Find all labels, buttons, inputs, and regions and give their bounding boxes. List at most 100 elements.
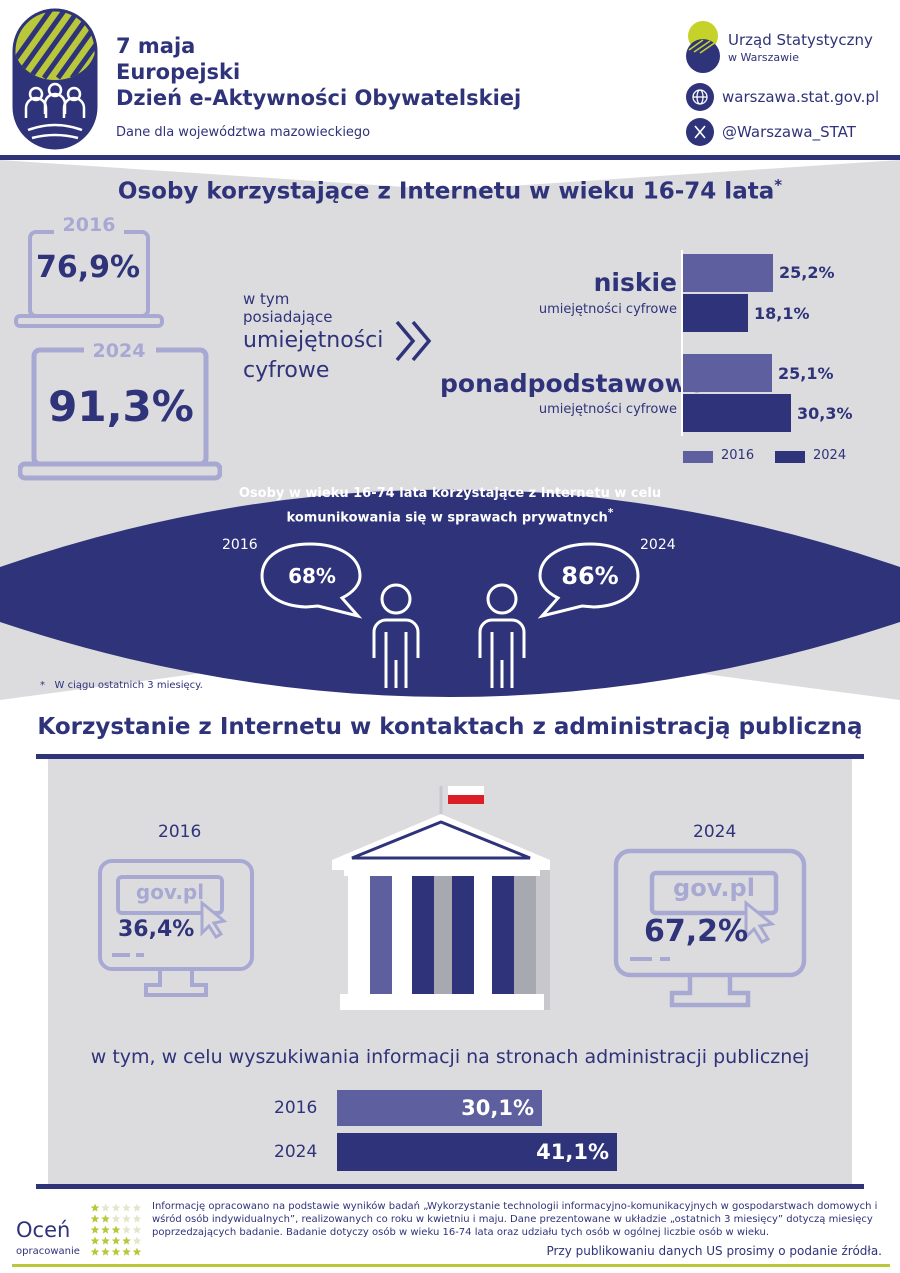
rating-star-icon	[101, 1247, 110, 1256]
rating-star-icon	[90, 1203, 100, 1212]
footer-info: Informację opracowano na podstawie wynik…	[152, 1201, 878, 1238]
legend-2016-swatch	[683, 451, 713, 463]
section1-title-text: Osoby korzystające z Internetu w wieku 1…	[117, 178, 775, 205]
admin-bar-label-2016: 30,1%	[461, 1096, 534, 1120]
comm-value-2024: 86%	[561, 562, 619, 590]
rate-widget[interactable]: Oceń opracowanie	[12, 1200, 142, 1264]
person-left-icon	[372, 583, 420, 688]
gov-label-2024: gov.pl	[673, 874, 755, 902]
comm-title-line2: komunikowania się w sprawach prywatnych*	[0, 506, 900, 525]
laptop-2016-year: 2016	[62, 214, 116, 236]
rating-star-icon	[122, 1247, 131, 1256]
communication-banner	[0, 489, 900, 697]
rating-star-icon	[111, 1203, 121, 1212]
laptop-2024-value: 91,3%	[48, 382, 194, 431]
laptop-2024-icon	[18, 338, 222, 481]
header-title-line1: Europejski	[116, 60, 241, 84]
comm-title-mark: *	[607, 506, 614, 519]
admin-bar-2024	[337, 1133, 617, 1171]
section1-title-mark: *	[774, 176, 783, 194]
laptop-2016-value: 76,9%	[35, 250, 141, 285]
rating-star-icon	[122, 1203, 131, 1212]
header-title-line2: Dzień e-Aktywności Obywatelskiej	[116, 86, 522, 110]
rating-star-icon	[101, 1225, 110, 1234]
speech-bubble-left-icon	[260, 542, 363, 619]
rating-stars-icon	[90, 1203, 142, 1256]
government-building-icon	[332, 786, 550, 1010]
bar-2024-cat1	[683, 294, 748, 332]
header-divider	[0, 155, 900, 160]
rating-star-icon	[90, 1247, 100, 1256]
rating-star-icon	[111, 1225, 121, 1234]
org-name: Urząd Statystyczny	[728, 31, 873, 49]
section2-year-2016: 2016	[158, 822, 202, 842]
legend-2024-label: 2024	[813, 448, 847, 463]
cat1-sub: umiejętności cyfrowe	[538, 302, 677, 317]
statistics-office-logo-icon	[686, 21, 720, 73]
section2-top-line	[36, 754, 864, 759]
comm-year-2024: 2024	[640, 537, 676, 553]
cat1-label: niskie	[593, 268, 677, 297]
x-logo-icon	[686, 118, 714, 146]
header: 7 maja Europejski Dzień e-Aktywności Oby…	[0, 0, 900, 158]
admin-bar-year-2024: 2024	[274, 1142, 318, 1162]
rating-star-icon	[101, 1203, 110, 1212]
umiejetnosci-text: umiejętności	[243, 328, 384, 353]
comm-title-line1: Osoby w wieku 16-74 lata korzystające z …	[238, 486, 662, 501]
cat2-label: ponadpodstawowe	[440, 369, 705, 398]
skills-axis	[681, 250, 683, 436]
admin-bar-2016	[337, 1090, 542, 1126]
footnote: * W ciągu ostatnich 3 miesięcy.	[40, 680, 203, 691]
admin-bar-label-2024: 41,1%	[536, 1140, 609, 1164]
speech-bubble-right-icon	[537, 542, 640, 619]
rating-star-icon	[132, 1247, 142, 1256]
section2-title: Korzystanie z Internetu w kontaktach z a…	[37, 714, 863, 740]
website-text: warszawa.stat.gov.pl	[722, 88, 880, 106]
section2-year-2024: 2024	[693, 822, 737, 842]
laptop-2024-year: 2024	[92, 340, 146, 362]
rating-star-icon	[132, 1214, 142, 1223]
rating-star-icon	[101, 1236, 110, 1245]
rating-star-icon	[111, 1247, 121, 1256]
website-link[interactable]: warszawa.stat.gov.pl	[686, 83, 886, 111]
bar-label-2024-cat1: 18,1%	[754, 304, 810, 323]
rating-star-icon	[122, 1225, 131, 1234]
rating-star-icon	[122, 1214, 131, 1223]
legend-2024-swatch	[775, 451, 805, 463]
bar-label-2016-cat2: 25,1%	[778, 364, 834, 383]
person-right-icon	[478, 583, 526, 688]
rate-sub: opracowanie	[16, 1246, 80, 1257]
bar-2016-cat2	[683, 354, 772, 392]
header-subtitle: Dane dla województwa mazowieckiego	[116, 125, 371, 140]
monitor-2024-icon	[613, 848, 807, 1008]
e-activity-logo-icon	[12, 8, 98, 150]
bar-2016-cat1	[683, 254, 773, 292]
bar-label-2024-cat2: 30,3%	[797, 404, 853, 423]
bar-2024-cat2	[683, 394, 791, 432]
w-tym-text: w tym	[243, 290, 290, 308]
globe-icon	[686, 83, 714, 111]
header-date: 7 maja	[116, 34, 196, 58]
section2-bottom-line	[36, 1184, 864, 1189]
rating-star-icon	[90, 1214, 100, 1223]
rating-star-icon	[101, 1214, 110, 1223]
footer-line	[12, 1264, 890, 1267]
posiadajace-text: posiadające	[243, 308, 333, 326]
bar-label-2016-cat1: 25,2%	[779, 263, 835, 282]
rating-star-icon	[132, 1236, 142, 1245]
rating-star-icon	[111, 1214, 121, 1223]
rating-star-icon	[132, 1203, 142, 1212]
laptop-2016-icon	[14, 218, 164, 328]
cat2-sub: umiejętności cyfrowe	[538, 402, 677, 417]
rating-star-icon	[111, 1236, 121, 1245]
twitter-text: @Warszawa_STAT	[722, 123, 856, 141]
double-chevron-right-icon	[395, 320, 432, 362]
monitor-2016-icon	[98, 859, 254, 997]
rate-label: Oceń	[16, 1218, 71, 1242]
twitter-link[interactable]: @Warszawa_STAT	[686, 118, 886, 146]
rating-star-icon	[90, 1225, 100, 1234]
cyfrowe-text: cyfrowe	[243, 358, 330, 383]
legend-2016-label: 2016	[721, 448, 755, 463]
comm-value-2016: 68%	[288, 564, 336, 588]
section2-value-2016: 36,4%	[118, 917, 195, 942]
